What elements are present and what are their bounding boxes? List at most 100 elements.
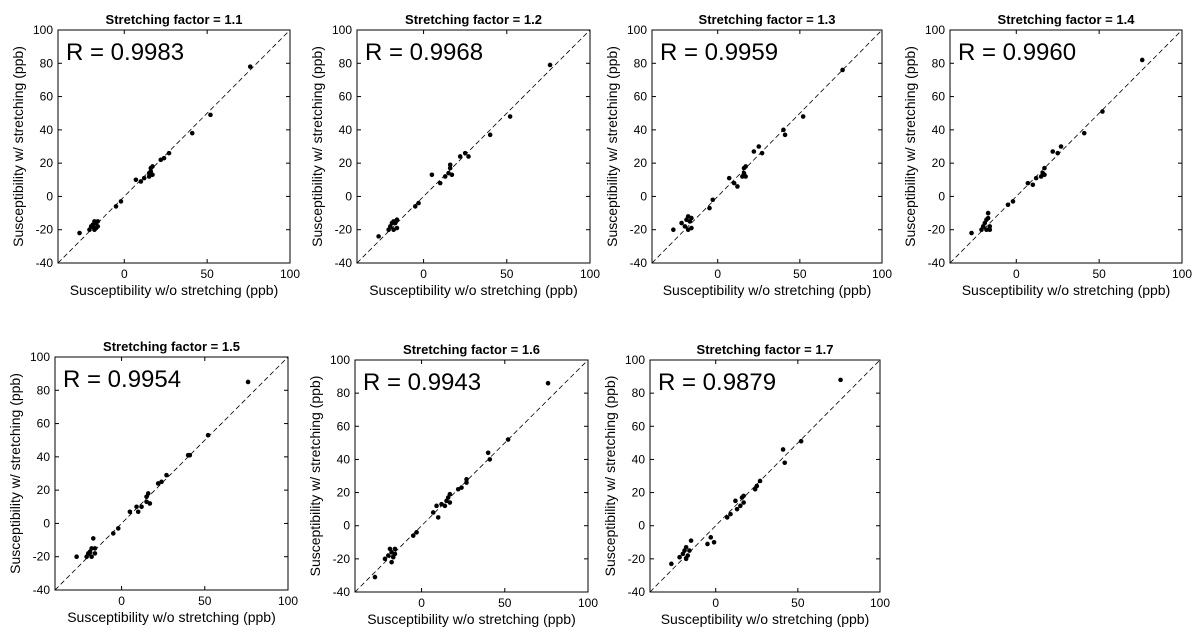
data-point (187, 452, 193, 458)
y-axis-label: Susceptibility w/ stretching (ppb) (7, 373, 23, 574)
data-point (416, 200, 421, 206)
y-tick-label: 80 (634, 56, 648, 70)
x-tick-label: 50 (500, 267, 514, 281)
data-point (734, 506, 740, 512)
data-point (679, 220, 684, 226)
data-point (159, 479, 164, 485)
x-tick-label: 0 (118, 594, 125, 608)
data-point (205, 432, 211, 438)
y-tick-label: 60 (40, 90, 54, 104)
identity-line (354, 359, 589, 593)
data-point (466, 154, 471, 159)
data-point (134, 504, 139, 510)
y-tick-label: 40 (37, 450, 51, 464)
data-point (687, 548, 692, 553)
data-point (800, 114, 806, 119)
x-tick-label: 0 (121, 267, 128, 281)
identity-line (356, 29, 591, 264)
data-point (429, 172, 435, 178)
x-axis-label: Susceptibility w/o stretching (ppb) (962, 282, 1171, 298)
data-point (1042, 165, 1047, 171)
y-tick-label: 80 (632, 386, 646, 400)
y-tick-label: 100 (925, 23, 945, 37)
y-tick-label: -40 (630, 256, 648, 270)
data-point (1081, 130, 1087, 136)
data-point (838, 377, 843, 383)
data-point (743, 174, 748, 179)
data-point (485, 450, 491, 456)
y-tick-label: 40 (634, 123, 648, 137)
data-point (741, 500, 746, 505)
data-point (115, 526, 121, 531)
y-tick-label: 40 (337, 452, 351, 466)
data-point (166, 150, 172, 156)
data-point (133, 177, 139, 183)
y-tick-label: 0 (345, 189, 352, 203)
scatter-panel-2: -40 -20 0 20 40 60 80 100 0 50 100 Stretching facto… (309, 12, 600, 298)
y-tick-label: -40 (335, 256, 353, 270)
chart-title: Stretching factor = 1.4 (998, 12, 1136, 27)
y-tick-label: 0 (938, 189, 945, 203)
y-tick-label: 0 (640, 189, 647, 203)
data-point (245, 379, 251, 385)
scatter-panel-5: -40 -20 0 20 40 60 80 100 0 50 100 Stretching facto… (7, 339, 298, 625)
data-point (138, 179, 144, 184)
r-value-annotation: R = 0.9960 (958, 39, 1076, 66)
y-tick-label: 0 (46, 189, 53, 203)
x-tick-label: 50 (791, 596, 805, 610)
data-point (547, 62, 553, 68)
y-tick-label: 100 (332, 23, 352, 37)
y-axis-label: Susceptibility w/ stretching (ppb) (309, 46, 325, 247)
data-point (385, 553, 391, 558)
data-point (449, 172, 455, 178)
y-tick-label: 100 (30, 350, 50, 364)
data-point (1050, 149, 1056, 154)
data-point (74, 554, 79, 560)
r-value-annotation: R = 0.9943 (363, 369, 481, 396)
data-point (442, 174, 448, 179)
data-point (798, 438, 804, 444)
data-point (545, 380, 551, 386)
data-point (751, 149, 757, 154)
data-point (984, 227, 989, 233)
y-tick-label: -20 (333, 552, 351, 566)
identity-line (649, 359, 881, 593)
y-tick-label: -20 (630, 223, 648, 237)
data-point (127, 509, 133, 515)
y-tick-label: 100 (625, 353, 645, 367)
y-tick-label: 40 (932, 123, 946, 137)
y-tick-label: -40 (333, 585, 351, 599)
data-point (145, 491, 151, 496)
data-point (89, 546, 94, 551)
data-point (757, 478, 763, 484)
data-point (705, 541, 710, 547)
x-tick-label: 100 (280, 267, 300, 281)
x-tick-label: 100 (1172, 267, 1192, 281)
data-point (90, 536, 96, 541)
data-point (161, 155, 167, 161)
data-point (685, 553, 691, 558)
data-point (711, 539, 717, 545)
data-point (1058, 144, 1064, 149)
y-tick-label: 80 (339, 56, 353, 70)
data-point (92, 551, 98, 556)
identity-line (57, 29, 291, 264)
scatter-panel-1: -40 -20 0 20 40 60 80 100 0 50 100 Stretching facto… (10, 12, 300, 298)
data-point (437, 180, 443, 186)
data-point (505, 437, 511, 442)
x-axis-label: Susceptibility w/o stretching (ppb) (67, 609, 276, 625)
identity-line (54, 356, 289, 591)
data-point (1100, 109, 1105, 114)
y-axis-label: Susceptibility w/ stretching (ppb) (602, 376, 618, 577)
x-tick-label: 50 (498, 596, 512, 610)
data-point (728, 511, 733, 517)
chart-title: Stretching factor = 1.7 (697, 342, 834, 357)
data-point (447, 500, 453, 505)
data-point (141, 175, 147, 181)
y-axis-label: Susceptibility w/ stretching (ppb) (902, 46, 918, 247)
data-point (689, 215, 694, 221)
y-axis-label: Susceptibility w/ stretching (ppb) (10, 46, 26, 247)
y-tick-label: 40 (632, 452, 646, 466)
y-tick-label: 100 (330, 353, 350, 367)
identity-line (949, 29, 1183, 264)
